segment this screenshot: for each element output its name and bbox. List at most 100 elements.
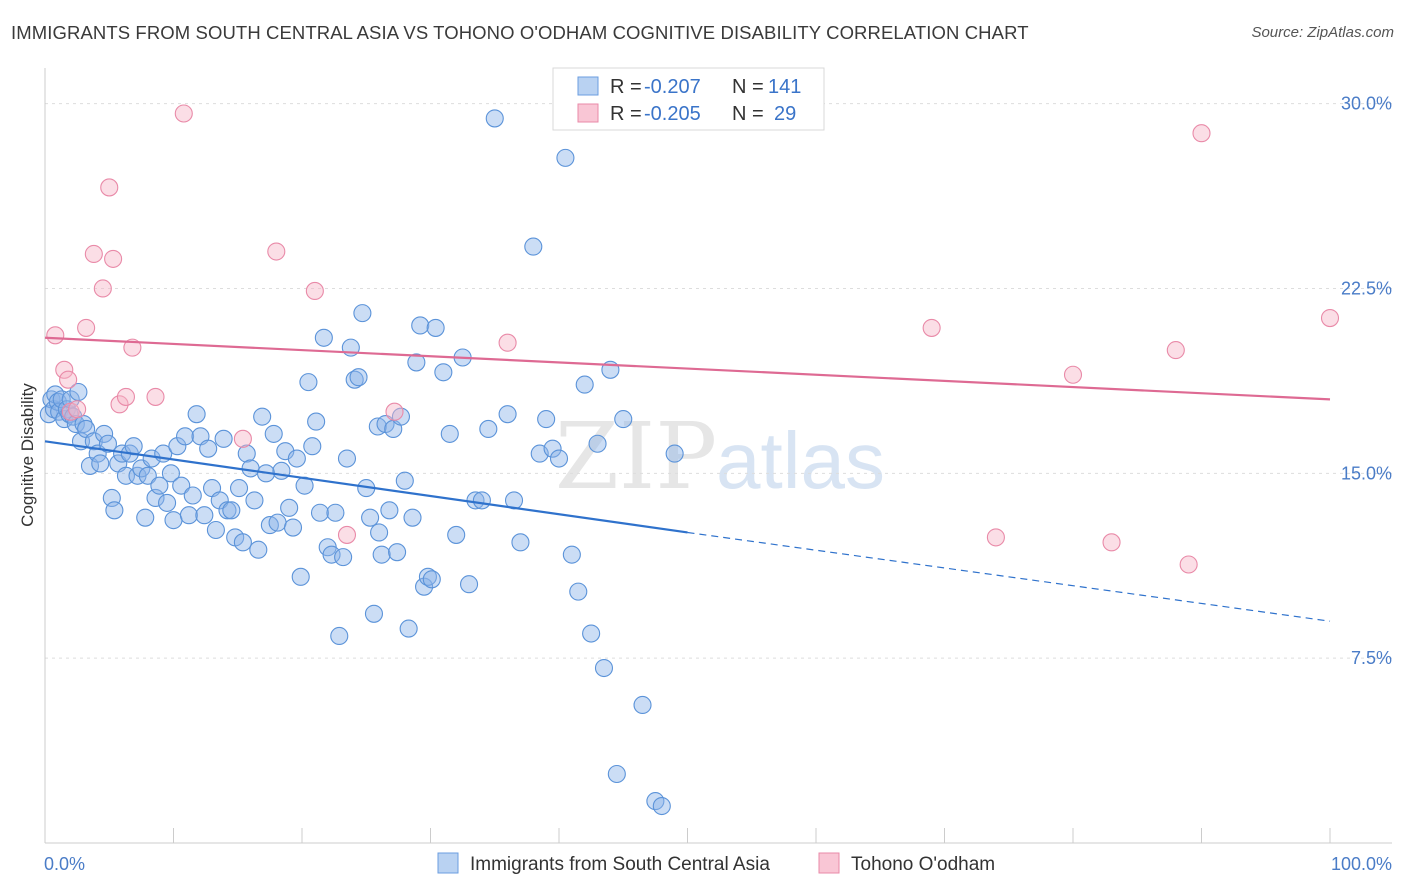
point-s0-24: [105, 501, 124, 520]
point-s1-25: [1166, 341, 1185, 360]
point-s1-5: [77, 318, 96, 337]
point-s0-107: [422, 570, 441, 589]
point-s0-117: [485, 109, 504, 128]
point-s0-22: [98, 434, 118, 453]
point-s1-7: [93, 279, 112, 298]
point-s1-8: [100, 178, 119, 197]
point-s0-134: [607, 764, 626, 784]
point-s0-111: [447, 525, 466, 544]
chart-source: Source: ZipAtlas.com: [1251, 24, 1394, 41]
point-s0-43: [176, 427, 195, 446]
point-s0-126: [556, 148, 575, 167]
x-tick-labels: 0.0% 100.0%: [44, 854, 1392, 874]
point-s0-46: [187, 405, 206, 424]
bottom-legend-label-pink: Tohono O'odham: [851, 854, 995, 875]
point-s0-105: [415, 577, 434, 596]
point-s0-78: [310, 503, 330, 522]
point-s0-41: [168, 437, 187, 456]
point-s0-83: [330, 626, 349, 646]
x-tick-label-1: 100.0%: [1331, 854, 1392, 874]
point-s0-82: [326, 503, 345, 522]
point-s0-140: [370, 523, 389, 542]
point-s0-125: [549, 449, 569, 468]
point-s1-17: [305, 281, 324, 300]
legend-n-label-2: N =: [732, 103, 764, 125]
point-s0-66: [264, 424, 283, 443]
point-s0-75: [299, 373, 318, 392]
legend-swatch-blue: [577, 76, 599, 96]
x-tick-label-0: 0.0%: [44, 854, 85, 874]
point-s1-14: [174, 104, 193, 123]
point-s0-130: [582, 624, 601, 643]
point-s0-103: [407, 353, 426, 372]
point-s0-100: [395, 471, 414, 490]
point-s0-77: [307, 412, 326, 431]
point-s0-94: [372, 545, 391, 564]
point-s0-136: [633, 695, 652, 715]
axes: [44, 68, 1392, 844]
bottom-legend-label-blue: Immigrants from South Central Asia: [470, 854, 770, 875]
point-s0-123: [537, 410, 556, 429]
trend-lines: [44, 336, 1331, 622]
point-s0-118: [498, 405, 517, 424]
point-s0-101: [399, 619, 418, 638]
point-s0-57: [229, 479, 249, 498]
point-s0-132: [594, 658, 614, 678]
point-s0-55: [222, 501, 241, 520]
point-s0-62: [249, 540, 268, 559]
point-s0-124: [543, 439, 562, 458]
stats-legend: R = -0.207 N = 141 R = -0.205 N = 29: [552, 67, 825, 131]
point-s1-10: [110, 395, 129, 414]
point-s0-120: [511, 533, 530, 552]
point-s1-1: [55, 360, 74, 379]
point-s1-23: [1063, 365, 1083, 384]
point-s0-92: [364, 604, 384, 623]
point-s0-110: [440, 424, 459, 443]
point-s0-33: [138, 466, 157, 485]
point-s0-70: [280, 498, 299, 517]
point-s0-81: [322, 545, 341, 564]
point-s0-21: [95, 424, 114, 443]
point-s0-44: [179, 506, 198, 525]
point-s0-61: [245, 491, 264, 510]
grid-lines: [45, 103, 1392, 659]
point-s0-53: [214, 429, 233, 448]
point-s0-138: [652, 796, 671, 816]
legend-n-value-1: 141: [768, 76, 801, 98]
point-s0-45: [183, 486, 202, 505]
point-s0-48: [195, 506, 214, 525]
point-s0-88: [349, 368, 368, 387]
legend-r-value-1: -0.207: [644, 76, 701, 98]
point-s1-12: [123, 338, 142, 357]
trend-line-pink: [44, 336, 1331, 401]
point-s1-22: [986, 528, 1005, 547]
point-s0-116: [479, 419, 498, 439]
series-tohono-oodham: [46, 104, 1340, 574]
point-s0-51: [206, 520, 225, 540]
legend-r-label-2: R =: [610, 103, 642, 125]
point-s1-27: [1192, 124, 1211, 143]
point-s0-42: [172, 476, 191, 495]
point-s1-26: [1179, 555, 1198, 574]
point-s1-13: [146, 387, 165, 406]
point-s0-59: [237, 444, 256, 463]
point-s0-32: [136, 508, 155, 527]
legend-n-value-2: 29: [774, 103, 796, 125]
point-s0-121: [524, 237, 543, 256]
legend-n-label-1: N =: [732, 76, 764, 98]
point-s0-10: [61, 390, 80, 409]
point-s0-63: [253, 407, 272, 426]
legend-r-value-2: -0.205: [644, 103, 701, 125]
point-s1-9: [104, 249, 123, 268]
point-s0-85: [337, 449, 357, 468]
point-s0-98: [388, 543, 407, 562]
series-legend: Immigrants from South Central Asia Tohon…: [437, 852, 995, 875]
y-tick-label-0: 7.5%: [1351, 648, 1392, 668]
point-s1-11: [116, 387, 136, 406]
point-s0-68: [272, 461, 291, 480]
point-s1-2: [59, 370, 78, 389]
point-s0-104: [411, 316, 430, 335]
point-s1-18: [337, 525, 357, 544]
point-s0-58: [233, 533, 252, 552]
trend-line-blue-extension: [687, 531, 1331, 622]
